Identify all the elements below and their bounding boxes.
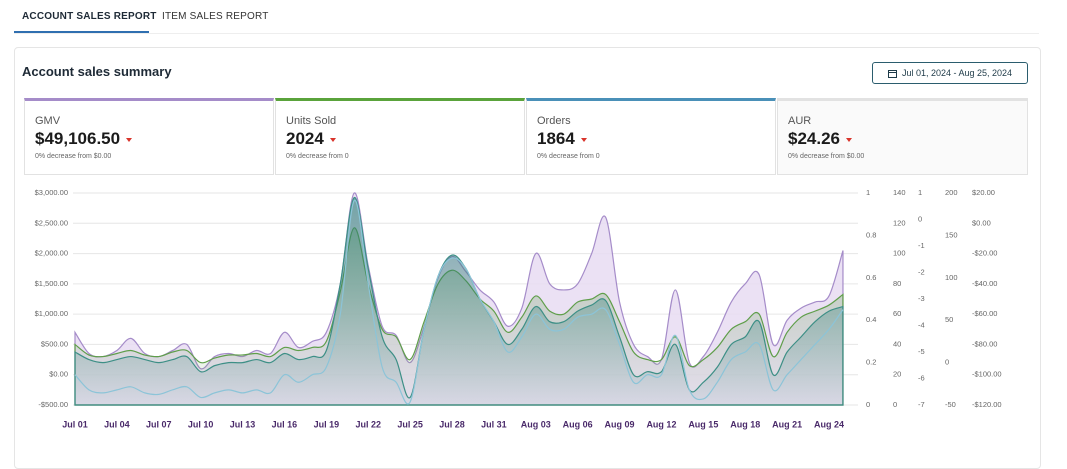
chart: -$500.00 $0.00 $500.00 $1,000.00 $1,500.00 $2… [35,188,1002,429]
y2-tick-label: -7 [918,400,925,409]
x-tick-label: Jul 10 [188,419,214,429]
area [74,196,844,406]
y2-tick-label: 40 [893,339,901,348]
x-tick-label: Jul 31 [481,419,507,429]
y2-tick-label: -$20.00 [972,249,997,258]
y2-tick-label: -6 [918,373,925,382]
y2-tick-label: -1 [918,241,925,250]
y2-tick-label: 20 [893,370,901,379]
y2-tick-label: 0.8 [866,230,876,239]
kpi-label: AUR [788,115,812,127]
y2-tick-label: 120 [893,218,906,227]
y-tick-label: $1,500.00 [35,279,68,288]
y2-tick-label: 1 [866,188,870,197]
y-tick-label: -$500.00 [38,400,68,409]
y2-tick-label: -$80.00 [972,339,997,348]
y2-tick-label: $0.00 [972,218,991,227]
y2-tick-label: 140 [893,188,906,197]
y2-tick-label: -$100.00 [972,370,1002,379]
x-tick-label: Jul 25 [397,419,423,429]
kpi-value: 2024 [286,129,514,149]
tab-divider [14,33,1039,34]
kpi-note: 0% decrease from $0.00 [788,153,865,160]
y-tick-label: $0.00 [49,370,68,379]
x-tick-label: Aug 21 [772,419,802,429]
calendar-icon [887,69,897,78]
x-tick-label: Aug 03 [521,419,551,429]
tab[interactable]: ITEM SALES REPORT [162,11,269,22]
y2-tick-label: 150 [945,230,958,239]
x-tick-label: Aug 12 [646,419,676,429]
kpi-label: Units Sold [286,115,337,127]
y2-tick-label: -5 [918,347,925,356]
kpi-tile: Orders 1864 0% decrease from 0 [526,98,776,175]
y2-tick-label: 100 [945,273,958,282]
y2-tick-label: 200 [945,188,958,197]
y2-tick-label: -3 [918,294,925,303]
y2-tick-label: 60 [893,309,901,318]
y2-tick-label: $20.00 [972,188,995,197]
x-tick-label: Jul 22 [355,419,381,429]
y2-tick-label: -$120.00 [972,400,1002,409]
kpi-note: 0% decrease from $0.00 [35,153,112,160]
x-tick-label: Aug 06 [563,419,593,429]
x-tick-label: Jul 28 [439,419,465,429]
y-tick-label: $3,000.00 [35,188,68,197]
page: ACCOUNT SALES REPORT ITEM SALES REPORT A… [0,0,1067,450]
y2-tick-label: 0 [866,400,870,409]
kpi-value: $24.26 [788,129,1017,149]
kpi-label: Orders [537,115,571,127]
x-tick-label: Jul 16 [272,419,298,429]
y2-tick-label: 0 [893,400,897,409]
kpi-value: $49,106.50 [35,129,263,149]
y-tick-label: $1,000.00 [35,309,68,318]
y2-tick-label: -2 [918,267,925,276]
x-tick-label: Jul 01 [62,419,88,429]
x-tick-label: Aug 24 [814,419,844,429]
y2-tick-label: -$60.00 [972,309,997,318]
y-tick-label: $2,500.00 [35,218,68,227]
y2-tick-label: 1 [918,188,922,197]
line [74,199,844,405]
tab-underline [14,31,149,33]
date-picker[interactable]: Jul 01, 2024 - Aug 25, 2024 [872,62,1028,84]
date-range: Jul 01, 2024 - Aug 25, 2024 [901,68,1013,78]
x-tick-label: Aug 18 [730,419,760,429]
y2-tick-label: 0 [918,214,922,223]
kpi-value: 1864 [537,129,765,149]
y-tick-label: $2,000.00 [35,249,68,258]
x-tick-label: Aug 15 [688,419,718,429]
y2-tick-label: 80 [893,279,901,288]
y-tick-label: $500.00 [41,339,68,348]
y2-tick-label: 0 [945,358,949,367]
kpi-note: 0% decrease from 0 [537,153,600,160]
y2-tick-label: -50 [945,400,956,409]
kpi-tile: GMV $49,106.50 0% decrease from $0.00 [24,98,274,175]
x-tick-label: Jul 07 [146,419,172,429]
x-tick-label: Aug 09 [605,419,635,429]
y2-tick-label: 0.4 [866,315,876,324]
x-tick-label: Jul 04 [104,419,130,429]
y2-tick-label: 0.6 [866,273,876,282]
y2-tick-label: 50 [945,315,953,324]
tab[interactable]: ACCOUNT SALES REPORT [22,11,157,22]
card-title: Account sales summary [22,64,172,79]
y2-tick-label: 100 [893,249,906,258]
y2-tick-label: 0.2 [866,358,876,367]
y2-tick-label: -4 [918,320,925,329]
kpi-tile: AUR $24.26 0% decrease from $0.00 [777,98,1028,175]
kpi-tile: Units Sold 2024 0% decrease from 0 [275,98,525,175]
x-tick-label: Jul 19 [314,419,340,429]
kpi-note: 0% decrease from 0 [286,153,349,160]
kpi-label: GMV [35,115,61,127]
y2-tick-label: -$40.00 [972,279,997,288]
x-tick-label: Jul 13 [230,419,256,429]
